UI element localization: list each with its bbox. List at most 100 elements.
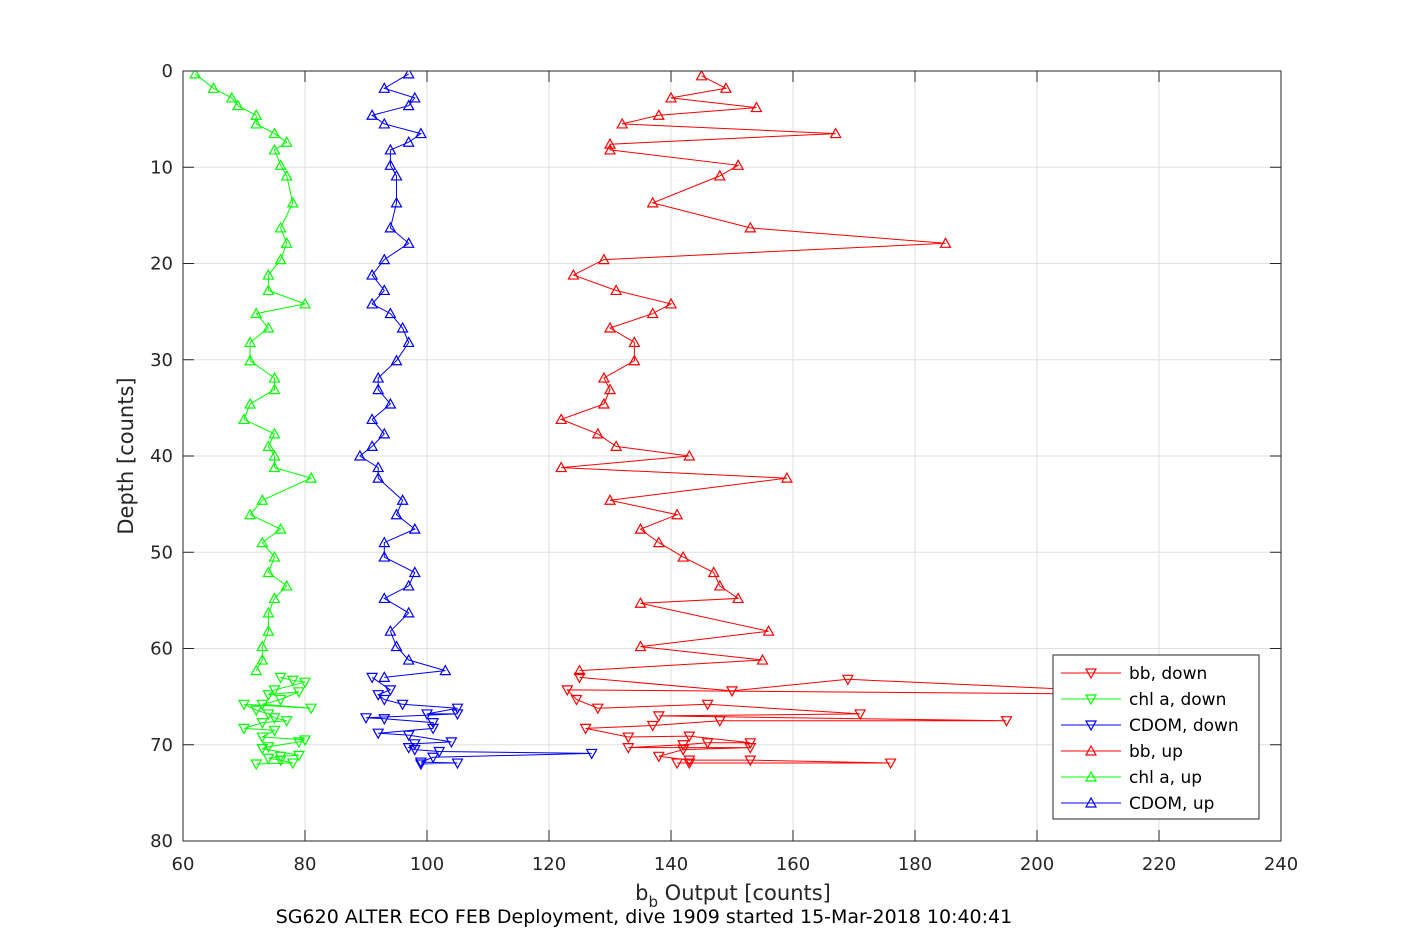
data-point (262, 321, 275, 333)
data-point (634, 640, 647, 652)
data-point (725, 686, 739, 698)
y-tick-label: 20 (150, 254, 173, 275)
data-point (372, 371, 385, 383)
data-point (250, 664, 263, 676)
data-point (286, 196, 299, 208)
data-point (256, 699, 269, 711)
data-point (780, 471, 793, 483)
data-point (353, 449, 366, 461)
data-point (298, 297, 312, 309)
series-3 (555, 71, 952, 676)
data-point (664, 297, 678, 309)
data-point (732, 592, 745, 604)
series-0 (561, 672, 1196, 770)
axis-ticks: 60 80 100 120 140 160 180 200 220 240010203040506… (150, 61, 1298, 875)
data-point (719, 82, 732, 93)
data-point (390, 508, 403, 520)
data-point (402, 653, 415, 665)
data-point (244, 397, 257, 409)
data-point (274, 672, 287, 684)
data-point (427, 752, 440, 764)
data-point (939, 237, 952, 248)
data-point (591, 427, 604, 439)
data-point (610, 440, 623, 451)
data-point (390, 196, 403, 208)
data-point (286, 675, 299, 687)
legend-marker (1084, 796, 1098, 808)
data-point (683, 731, 696, 743)
data-point (244, 508, 257, 520)
data-point (274, 755, 287, 767)
data-point (378, 714, 391, 725)
data-point (841, 674, 854, 686)
data-point (378, 117, 391, 129)
data-point (603, 143, 617, 155)
data-point (756, 653, 769, 665)
data-point (268, 449, 281, 461)
data-point (707, 566, 720, 578)
data-point (250, 117, 263, 129)
data-point (610, 284, 623, 296)
data-point (256, 744, 269, 755)
series-line (359, 73, 446, 678)
legend-marker (1084, 770, 1098, 782)
data-point (268, 725, 281, 737)
data-point (664, 91, 678, 103)
legend-marker (1084, 668, 1098, 680)
data-point (646, 196, 659, 208)
data-point (408, 566, 421, 578)
data-point (280, 716, 293, 727)
data-point (408, 522, 421, 534)
data-point (256, 536, 269, 548)
data-point (274, 221, 287, 233)
data-point (402, 579, 415, 591)
data-point (579, 723, 592, 735)
y-tick-label: 40 (150, 446, 173, 467)
legend-box (1052, 654, 1260, 820)
data-point (671, 508, 684, 520)
data-point (603, 494, 617, 505)
data-point (286, 758, 299, 770)
data-point (683, 755, 696, 767)
y-tick-label: 70 (150, 735, 173, 756)
data-point (359, 713, 373, 725)
data-point (603, 321, 617, 333)
data-point (591, 703, 604, 715)
data-point (414, 127, 427, 139)
data-point (244, 354, 257, 366)
data-point (439, 664, 452, 676)
series-2 (359, 672, 598, 771)
data-point (280, 135, 293, 147)
data-point (384, 685, 397, 697)
data-point (732, 159, 745, 170)
legend: bb, down chl a, down CDOM, down bb, up chl a… (1052, 654, 1260, 820)
data-point (268, 143, 281, 155)
x-tick-label: 200 (1020, 854, 1054, 875)
caption: SG620 ALTER ECO FEB Deployment, dive 190… (276, 906, 1012, 928)
data-point (384, 143, 397, 155)
data-point (646, 307, 659, 319)
data-point (396, 699, 409, 711)
x-tick-label: 160 (776, 854, 810, 875)
data-point (378, 592, 391, 604)
data-point (250, 759, 263, 771)
data-point (402, 336, 415, 348)
data-point (366, 440, 379, 451)
data-point (414, 757, 427, 769)
data-point (402, 606, 415, 618)
data-point (256, 494, 269, 505)
data-point (262, 606, 275, 618)
data-point (384, 307, 397, 319)
x-axis-label-rest: Output [counts] (658, 881, 831, 905)
data-point (378, 694, 391, 706)
data-point (262, 753, 275, 765)
data-point (231, 99, 244, 111)
data-point (634, 597, 647, 608)
data-point (268, 550, 281, 562)
data-point (561, 685, 574, 697)
data-point (402, 237, 415, 248)
data-point (274, 253, 287, 265)
data-point (597, 371, 610, 383)
data-point (378, 284, 391, 296)
data-point (396, 494, 409, 505)
